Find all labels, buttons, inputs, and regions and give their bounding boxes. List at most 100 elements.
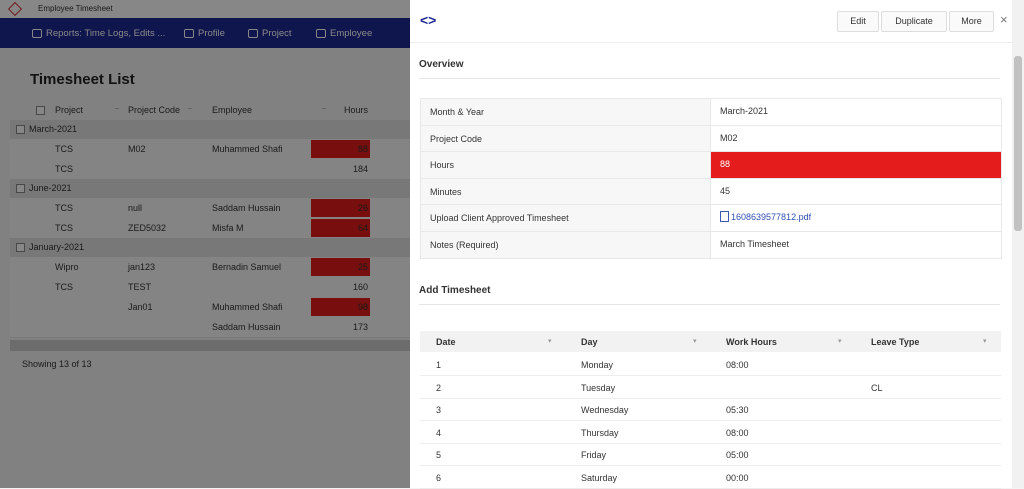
cell: CL (871, 382, 883, 393)
field-label: Month & Year (430, 107, 485, 117)
field-value: 88 (720, 159, 731, 170)
column-header[interactable]: Hours (344, 105, 369, 115)
column-header[interactable]: Project Code (128, 105, 181, 115)
label-cell (420, 231, 712, 259)
nav-icon (32, 29, 42, 38)
cell: Thursday (581, 427, 619, 438)
nav-item[interactable]: Project (262, 28, 292, 39)
label-cell (420, 177, 712, 206)
header-row (10, 100, 410, 120)
column-header[interactable]: Leave Type (871, 337, 920, 347)
app-title: Employee Timesheet (38, 4, 113, 13)
check (16, 184, 25, 193)
cell: 5 (436, 450, 442, 461)
project-code: ZED5032 (128, 223, 167, 233)
project-code: jan123 (128, 262, 156, 272)
hours: 25 (357, 262, 368, 272)
column-header[interactable]: Work Hours (726, 337, 777, 347)
divider (419, 78, 1000, 79)
hours-flag (311, 258, 370, 276)
group-row (10, 238, 410, 257)
cell: Saturday (581, 473, 618, 483)
sort-arrow: ▾ (838, 338, 842, 345)
hours: 98 (357, 302, 368, 312)
label-cell (420, 124, 712, 153)
divider (410, 42, 1012, 43)
field-label: Project Code (430, 133, 483, 144)
nav-item[interactable]: Profile (198, 28, 225, 39)
row (10, 317, 410, 338)
hours: 64 (357, 223, 368, 233)
hours-flag (311, 140, 370, 158)
hours-flag (311, 298, 370, 316)
cell: 08:00 (726, 427, 749, 438)
group-name: January-2021 (29, 242, 85, 252)
sort-arrow: – (322, 105, 326, 112)
group-row (10, 120, 410, 139)
hours-flag (311, 219, 370, 237)
cell: Friday (581, 450, 607, 461)
group-name: March-2021 (29, 124, 78, 134)
project-code: TEST (128, 282, 152, 292)
hours: 88 (357, 144, 368, 154)
project: TCS (55, 203, 73, 213)
nav-item[interactable]: Employee (330, 28, 373, 39)
row (420, 376, 1001, 399)
field-value[interactable]: 1608639577812.pdf (731, 212, 812, 223)
cell: 4 (436, 427, 442, 438)
employee: Saddam Hussain (212, 203, 281, 213)
project-code: null (128, 203, 143, 213)
sort-arrow: – (115, 105, 119, 112)
value-cell (710, 177, 1002, 206)
project: TCS (55, 282, 73, 292)
close-button[interactable]: × (1000, 12, 1008, 27)
nav-icon (184, 29, 194, 38)
row (420, 398, 1001, 422)
hours-flag (311, 199, 370, 217)
action-button[interactable]: More (949, 11, 994, 32)
field-label: Notes (Required) (430, 240, 499, 250)
nav-icon (248, 29, 258, 38)
row (420, 443, 1001, 467)
row (420, 421, 1001, 444)
column-header[interactable]: Date (436, 337, 456, 347)
overlay (0, 0, 410, 488)
cell: 05:00 (726, 450, 749, 461)
action-button[interactable]: Edit (837, 11, 879, 32)
column-header[interactable]: Project (55, 105, 84, 115)
employee: Muhammed Shafi (212, 144, 283, 154)
employee: Muhammed Shafi (212, 302, 283, 312)
cell: Tuesday (581, 382, 616, 393)
check (36, 106, 45, 115)
row (420, 466, 1001, 489)
action-button[interactable]: Duplicate (881, 11, 947, 32)
cell: 00:00 (726, 473, 749, 483)
field-value: M02 (720, 132, 738, 143)
table-header (420, 331, 1001, 352)
column-header[interactable]: Day (581, 337, 598, 347)
sort-arrow: ▾ (983, 338, 987, 345)
list-title: Timesheet List (30, 71, 135, 88)
cell: 3 (436, 405, 442, 416)
divider (419, 304, 1000, 305)
cell: Wednesday (581, 405, 629, 416)
top-bar (0, 0, 410, 18)
hours: 26 (357, 203, 368, 213)
group-row (10, 179, 410, 198)
sort-arrow: ▾ (548, 338, 552, 345)
cell: 08:00 (726, 360, 749, 370)
column-header[interactable]: Employee (212, 105, 253, 115)
employee: Saddam Hussain (212, 322, 281, 332)
hours: 173 (352, 322, 368, 332)
field-value: 45 (720, 185, 731, 196)
nav-item[interactable]: Reports: Time Logs, Edits ... (46, 28, 166, 39)
project: Wipro (55, 262, 79, 272)
cell: 6 (436, 473, 442, 483)
footer: Showing 13 of 13 (22, 359, 92, 369)
project: TCS (55, 223, 73, 233)
h-scroll (10, 340, 410, 351)
check (16, 125, 25, 134)
field-value: March Timesheet (720, 239, 790, 249)
field-value: March-2021 (720, 106, 769, 116)
project-code: M02 (128, 144, 146, 154)
